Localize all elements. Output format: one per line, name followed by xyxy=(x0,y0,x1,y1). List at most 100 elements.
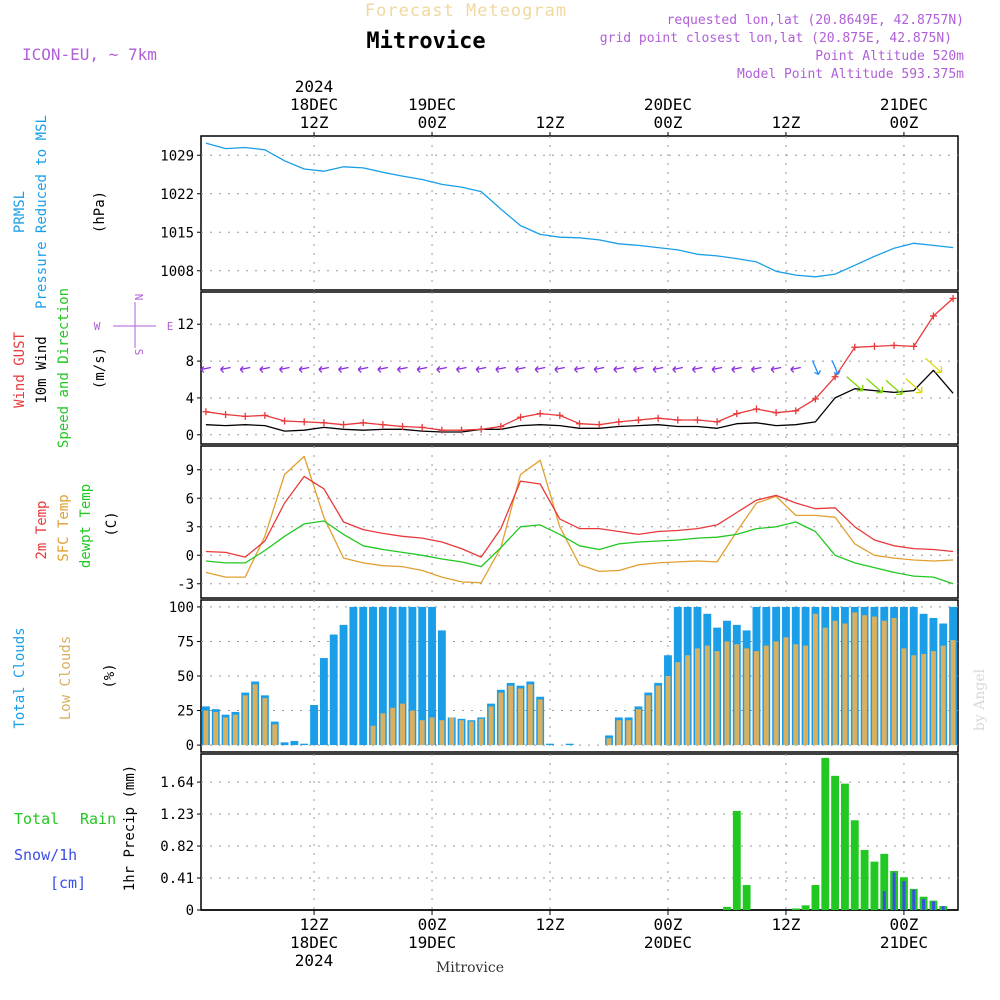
gust-marker xyxy=(359,419,367,427)
panel-frame-1 xyxy=(200,291,959,445)
compass-rose: N E S W xyxy=(94,294,174,356)
gust-marker xyxy=(890,341,898,349)
bottom-time-label: 12Z xyxy=(536,915,565,934)
rain-bar xyxy=(742,885,751,910)
low-cloud-bar xyxy=(714,651,720,746)
snow-bar xyxy=(922,899,926,910)
point-altitude: Point Altitude 520m xyxy=(815,49,964,64)
panel-frame-2 xyxy=(200,445,959,599)
bottom-time-label: 00Z xyxy=(889,915,918,934)
low-cloud-bar xyxy=(704,645,710,746)
low-cloud-bar xyxy=(223,717,229,746)
wind-direction-arrow xyxy=(239,366,251,373)
wind-direction-arrow xyxy=(200,366,212,373)
gust-marker xyxy=(792,407,800,415)
gust-marker xyxy=(556,411,564,419)
y-tick-label: 4 xyxy=(186,391,194,407)
low-cloud-bar xyxy=(252,684,258,746)
gust-marker xyxy=(458,426,466,434)
y-tick-label: 75 xyxy=(177,634,194,650)
total-cloud-bar xyxy=(546,743,554,746)
gust-marker xyxy=(418,423,426,431)
gust-marker xyxy=(241,412,249,420)
total-cloud-bar xyxy=(300,743,309,746)
low-cloud-bar xyxy=(213,711,219,746)
grid-point-coords: grid point closest lon,lat (20.875E, 42.… xyxy=(600,31,952,46)
low-cloud-bar xyxy=(773,641,779,746)
bottom-time-label: 12Z xyxy=(300,915,329,934)
wind-direction-arrow xyxy=(692,366,703,373)
low-cloud-bar xyxy=(429,717,435,746)
gust-legend: Wind GUST xyxy=(12,332,28,408)
wind-ylabel: (m/s) xyxy=(92,347,108,389)
top-time-label: 00Z xyxy=(889,113,918,132)
total-cloud-bar xyxy=(565,743,574,746)
sfctemp-legend: SFC Temp xyxy=(56,494,72,561)
low-cloud-bar xyxy=(380,713,386,746)
bottom-time-label: 2024 xyxy=(295,951,334,970)
wind-direction-arrow xyxy=(397,366,408,373)
gust-marker xyxy=(320,419,328,427)
low-cloud-bar xyxy=(763,645,769,746)
low-cloud-bar xyxy=(685,655,691,746)
low-cloud-bar xyxy=(734,644,740,746)
wind-direction-arrow xyxy=(593,366,605,373)
precip-legend-cm: [cm] xyxy=(50,874,86,892)
precip-legend-total: Total xyxy=(14,810,59,828)
gust-marker xyxy=(851,343,859,351)
low-cloud-bar xyxy=(675,662,681,746)
y-tick-label: 12 xyxy=(177,317,194,333)
y-tick-label: 25 xyxy=(177,704,194,720)
y-tick-label: 50 xyxy=(177,669,194,685)
wind-direction-arrow xyxy=(633,366,644,373)
low-cloud-bar xyxy=(783,637,789,746)
y-tick-label: 1029 xyxy=(160,148,194,164)
wind-direction-arrow xyxy=(905,378,923,394)
total-cloud-bar xyxy=(378,606,387,746)
y-tick-label: 0 xyxy=(186,548,194,564)
low-cloud-bar xyxy=(803,645,809,746)
total-clouds-legend: Total Clouds xyxy=(12,627,28,728)
low-cloud-bar xyxy=(370,725,376,746)
dewpt-temp-line xyxy=(205,520,954,585)
wind-speed-line xyxy=(205,369,954,433)
low-cloud-bar xyxy=(390,707,396,746)
gust-marker xyxy=(399,422,407,430)
low-cloud-bar xyxy=(262,698,268,746)
low-cloud-bar xyxy=(419,720,425,746)
wind-direction-arrow xyxy=(770,366,782,373)
low-cloud-bar xyxy=(862,615,868,746)
low-cloud-bar xyxy=(950,640,956,746)
low-clouds-legend: Low Clouds xyxy=(58,636,74,720)
dewpt-legend: dewpt Temp xyxy=(78,484,94,568)
wind-direction-arrow xyxy=(279,366,290,373)
low-cloud-bar xyxy=(478,718,484,746)
model-altitude: Model Point Altitude 593.375m xyxy=(737,67,964,82)
wind-direction-arrow xyxy=(475,366,487,373)
rain-bar xyxy=(850,820,859,910)
wind-direction-arrow xyxy=(416,366,428,373)
top-time-label: 00Z xyxy=(418,113,447,132)
low-cloud-bar xyxy=(921,653,927,746)
y-tick-label: 3 xyxy=(186,520,194,536)
low-cloud-bar xyxy=(842,623,848,746)
low-cloud-bar xyxy=(488,706,494,746)
snow-bar xyxy=(941,906,945,910)
credit-watermark: by Angel xyxy=(972,668,988,731)
low-cloud-bar xyxy=(940,645,946,746)
low-cloud-bar xyxy=(498,692,504,746)
y-tick-label: 1.64 xyxy=(160,775,194,791)
clouds-ylabel: (%) xyxy=(102,663,118,688)
gust-marker xyxy=(536,410,544,418)
wind-direction-arrow xyxy=(672,366,683,373)
plot-area: 1008 1015 1022 1029 0 4 8 12 -3 0 3 6 9 0 25 50 75 100 0 0.… xyxy=(160,77,959,970)
pressure-legend-2: Pressure Reduced to MSL xyxy=(34,115,50,309)
top-time-label: 2024 xyxy=(295,77,334,96)
wind-direction-arrow xyxy=(377,366,389,373)
total-cloud-bar xyxy=(437,630,446,746)
total-cloud-bar xyxy=(369,606,377,746)
bottom-time-label: 21DEC xyxy=(880,933,928,952)
low-cloud-bar xyxy=(655,685,661,746)
wind-direction-arrow xyxy=(924,357,943,373)
